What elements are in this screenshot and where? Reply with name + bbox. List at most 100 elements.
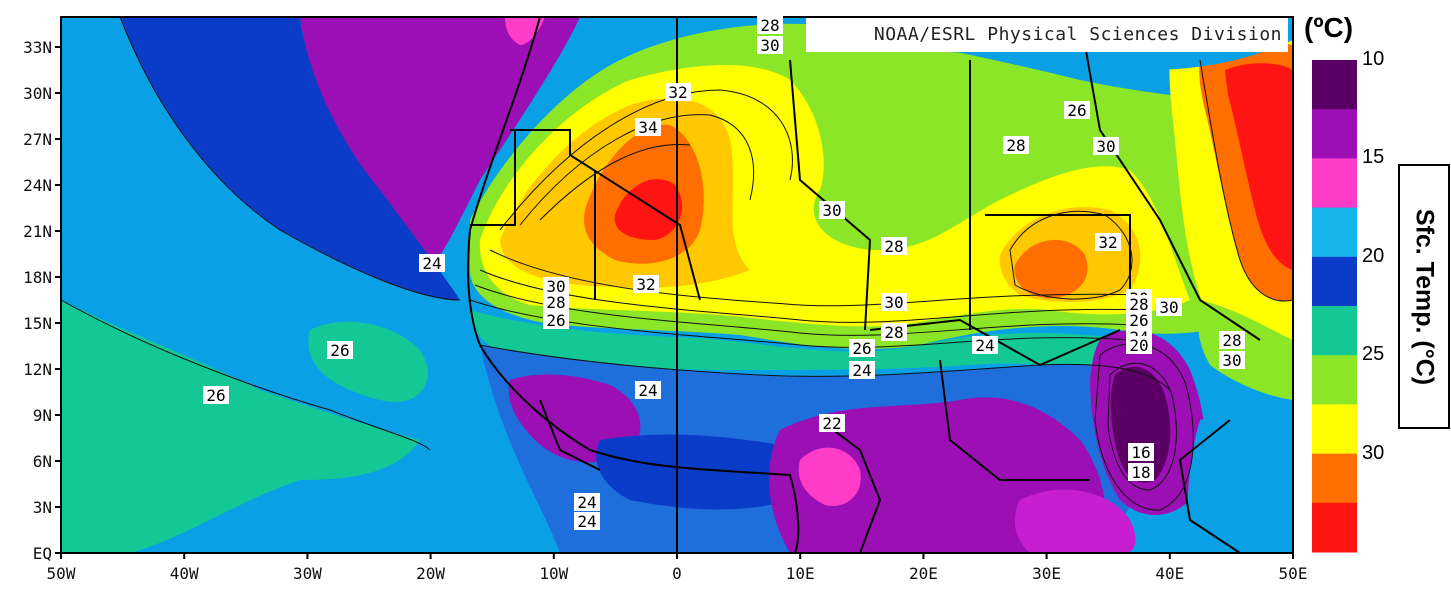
contour-label-text: 30 bbox=[760, 36, 779, 55]
contour-label-text: 30 bbox=[884, 293, 903, 312]
y-tick-label: EQ bbox=[33, 544, 52, 563]
border-line bbox=[1178, 419, 1241, 554]
border-line bbox=[869, 318, 1121, 367]
contour-label-text: 28 bbox=[1222, 331, 1241, 350]
contour-label-box bbox=[203, 386, 229, 404]
contour-line bbox=[479, 269, 1141, 323]
contour-label-box bbox=[327, 341, 353, 359]
contour-label-text: 30 bbox=[1159, 298, 1178, 317]
contour-label: 28 bbox=[881, 323, 907, 342]
green-somalia bbox=[1197, 300, 1293, 400]
pink-southeast bbox=[1014, 489, 1136, 553]
contour-label-text: 30 bbox=[822, 201, 841, 220]
contour-label-text: 24 bbox=[852, 361, 871, 380]
contour-label-text: 28 bbox=[1129, 295, 1148, 314]
contour-label-text: 34 bbox=[638, 118, 657, 137]
contour-label: 30 bbox=[819, 201, 845, 220]
contour-label-text: 26 bbox=[852, 339, 871, 358]
contour-label: 26 bbox=[543, 311, 569, 330]
contour-label: 24 bbox=[849, 361, 875, 380]
country-borders bbox=[467, 16, 1261, 554]
contour-label-box bbox=[881, 293, 907, 311]
contour-label-text: 26 bbox=[546, 311, 565, 330]
contour-label-box bbox=[1128, 463, 1154, 481]
border-line bbox=[985, 214, 1131, 300]
contour-label-box bbox=[972, 336, 998, 354]
contour-label-box bbox=[819, 414, 845, 432]
colorbar-segment bbox=[1312, 355, 1357, 405]
contour-label: 24 bbox=[972, 336, 998, 355]
colorbar-title-box: Sfc. Temp. (°C) bbox=[1398, 164, 1450, 429]
x-tick-label: 0 bbox=[672, 564, 682, 583]
teal-sahel bbox=[470, 310, 1180, 380]
purple-north-atlantic bbox=[300, 17, 580, 270]
contour-label-text: 24 bbox=[975, 336, 994, 355]
colorbar-segment bbox=[1312, 404, 1357, 455]
contour-label-box bbox=[1126, 295, 1152, 313]
contour-label-box bbox=[635, 118, 661, 136]
colorbar-title: Sfc. Temp. (°C) bbox=[1410, 208, 1439, 385]
contour-label: 32 bbox=[665, 83, 691, 102]
contour-label: 32 bbox=[1095, 233, 1121, 252]
contour-label-box bbox=[665, 83, 691, 101]
contour-label-box bbox=[1126, 336, 1152, 354]
blue-indian-ocean bbox=[1187, 412, 1293, 553]
contour-label-box bbox=[635, 381, 661, 399]
contour-label-box bbox=[1156, 298, 1182, 316]
y-tick-label: 18N bbox=[23, 268, 52, 287]
contour-label: 26 bbox=[203, 386, 229, 405]
contour-label-box bbox=[1219, 351, 1245, 369]
contour-label: 24 bbox=[419, 254, 445, 273]
contour-label: 26 bbox=[327, 341, 353, 360]
contour-line bbox=[1199, 59, 1294, 302]
colorbar-segment bbox=[1312, 306, 1357, 356]
contour-label-text: 26 bbox=[1067, 101, 1086, 120]
contour-label: 30 bbox=[1219, 351, 1245, 370]
contour-label-text: 26 bbox=[330, 341, 349, 360]
contour-label-box bbox=[1126, 311, 1152, 329]
contour-label: 24 bbox=[635, 381, 661, 400]
pink-canary-patch bbox=[505, 17, 545, 45]
red-arabia bbox=[1225, 63, 1293, 270]
colorbar-segment bbox=[1312, 60, 1357, 110]
x-tick-label: 50W bbox=[47, 564, 76, 583]
dark-blue-coast bbox=[596, 434, 816, 510]
x-tick-label: 30W bbox=[293, 564, 322, 583]
contour-label: 16 bbox=[1128, 443, 1154, 462]
contour-label: 18 bbox=[1128, 463, 1154, 482]
contour-label-text: 30 bbox=[546, 277, 565, 296]
contour-label-text: 28 bbox=[546, 293, 565, 312]
y-tick-label: 3N bbox=[33, 498, 52, 517]
colorbar-tick-label: 15 bbox=[1362, 146, 1385, 169]
orange-sudan bbox=[1014, 239, 1088, 299]
contour-label-box bbox=[849, 339, 875, 357]
colorbar bbox=[1312, 60, 1357, 553]
colorbar-tick-label: 20 bbox=[1362, 244, 1385, 267]
contour-label-text: 24 bbox=[577, 512, 596, 531]
x-tick-label: 40E bbox=[1155, 564, 1184, 583]
colorbar-segment bbox=[1312, 158, 1357, 209]
contour-label: 30 bbox=[1093, 137, 1119, 156]
border-line bbox=[510, 129, 701, 301]
contour-line bbox=[539, 143, 691, 221]
contour-label-text: 22 bbox=[822, 414, 841, 433]
contour-label-box bbox=[633, 275, 659, 293]
x-tick-label: 20W bbox=[416, 564, 445, 583]
contour-label-text: 28 bbox=[884, 323, 903, 342]
y-tick-label: 12N bbox=[23, 360, 52, 379]
contour-label-text: 20 bbox=[1129, 336, 1148, 355]
y-tick-label: 15N bbox=[23, 314, 52, 333]
contour-label-box bbox=[819, 201, 845, 219]
border-line bbox=[939, 359, 1090, 481]
colorbar-segment bbox=[1312, 109, 1357, 159]
contour-label: 28 bbox=[543, 293, 569, 312]
y-axis: 33N 30N 27N 24N 21N 18N 15N 12N 9N 6N 3N EQ bbox=[23, 38, 61, 563]
contour-label: 28 bbox=[881, 237, 907, 256]
contour-label-text: 24 bbox=[638, 381, 657, 400]
colorbar-segment bbox=[1312, 502, 1357, 553]
contour-label-box bbox=[1128, 443, 1154, 461]
x-tick-label: 30E bbox=[1032, 564, 1061, 583]
contour-label: 24 bbox=[574, 493, 600, 512]
x-tick-label: 40W bbox=[170, 564, 199, 583]
